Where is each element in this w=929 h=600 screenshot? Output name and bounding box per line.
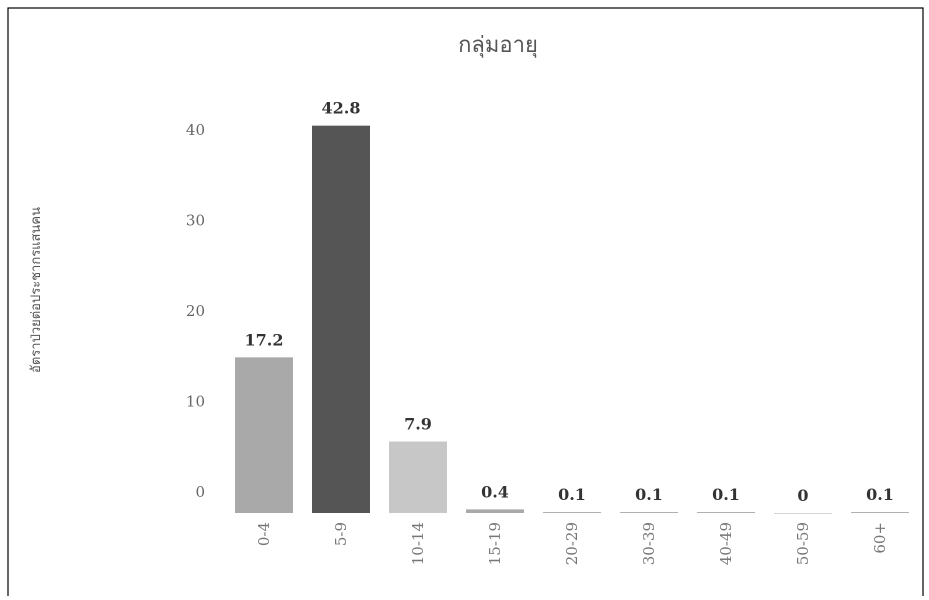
value-label: 0.1	[866, 485, 894, 504]
bar-0-4	[235, 357, 293, 513]
x-tick-label: 10-14	[409, 522, 427, 565]
chart-title: กลุ่มอายุ	[458, 33, 538, 58]
y-tick-label: 20	[186, 302, 205, 320]
value-labels: 17.2 42.8 7.9 0.4 0.1 0.1 0.1 0 0.1	[245, 99, 894, 505]
value-label: 42.8	[322, 99, 361, 118]
x-tick-label: 15-19	[486, 522, 504, 565]
x-tick-label: 20-29	[563, 522, 581, 565]
value-label: 0	[797, 486, 808, 505]
value-label: 7.9	[404, 415, 432, 434]
x-axis: 0-4 5-9 10-14 15-19 20-29 30-39 40-49 50-59 60+	[255, 522, 889, 565]
chart-border	[7, 7, 924, 600]
y-axis-label: อัตราป่วยต่อประชากรแสนคน	[29, 207, 44, 373]
x-tick-label: 30-39	[640, 522, 658, 565]
bar-30-39	[620, 512, 678, 513]
bar-20-29	[543, 512, 601, 513]
value-label: 0.1	[558, 485, 586, 504]
bar-10-14	[389, 441, 447, 513]
y-axis: 0 10 20 30 40	[186, 121, 205, 501]
bar-50-59	[774, 513, 832, 514]
x-tick-label: 40-49	[717, 522, 735, 565]
x-tick-label: 5-9	[332, 522, 350, 546]
x-tick-label: 50-59	[794, 522, 812, 565]
value-label: 0.4	[481, 482, 509, 501]
bar-5-9	[312, 125, 370, 513]
y-tick-label: 40	[186, 121, 205, 139]
bar-60+	[851, 512, 909, 513]
y-tick-label: 30	[186, 212, 205, 230]
x-tick-label: 0-4	[255, 522, 273, 546]
x-tick-label: 60+	[871, 522, 889, 554]
value-label: 0.1	[712, 485, 740, 504]
y-tick-label: 10	[186, 393, 205, 411]
value-label: 0.1	[635, 485, 663, 504]
bar-15-19	[466, 509, 524, 513]
bars	[235, 125, 909, 514]
value-label: 17.2	[245, 330, 284, 349]
y-tick-label: 0	[195, 483, 205, 501]
bar-40-49	[697, 512, 755, 513]
